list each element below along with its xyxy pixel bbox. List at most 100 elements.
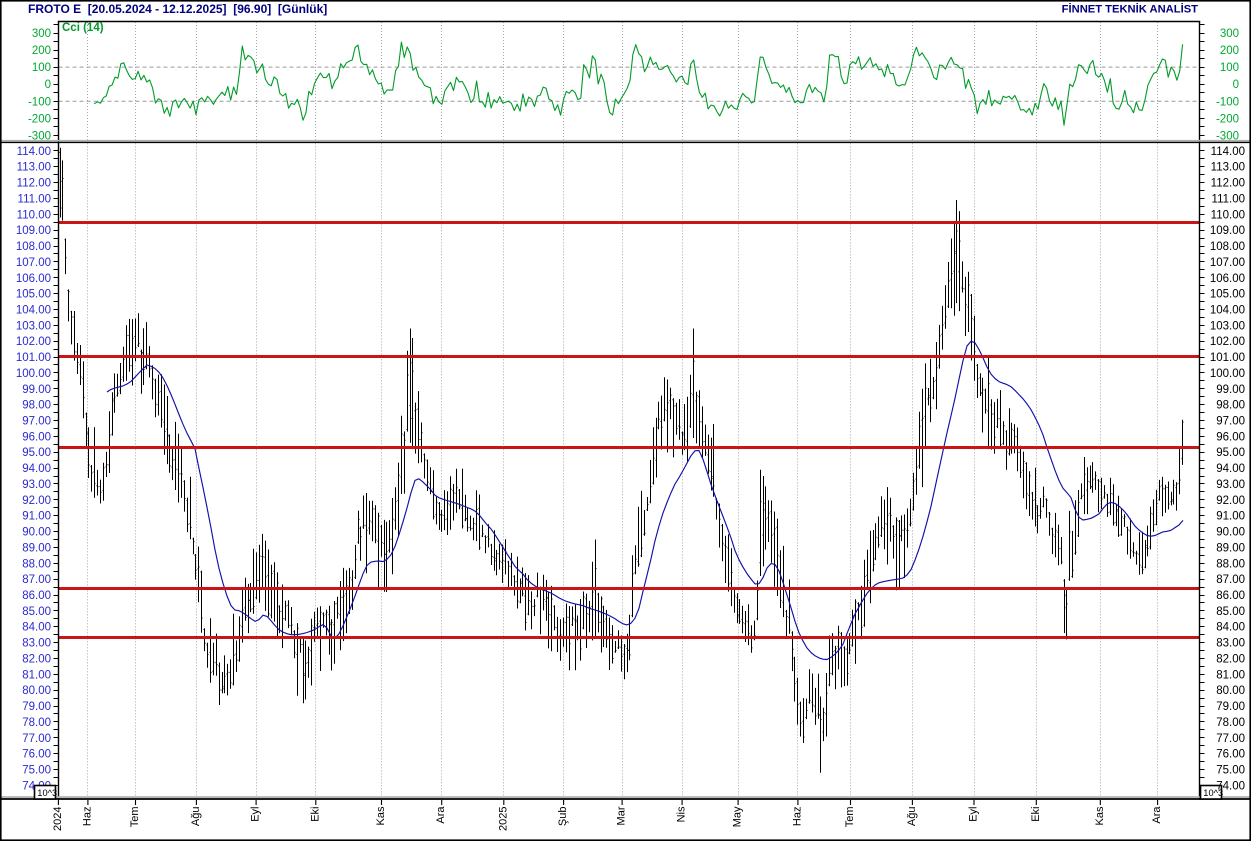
svg-text:89.00: 89.00	[1216, 542, 1245, 554]
svg-text:104.00: 104.00	[16, 305, 51, 317]
svg-text:78.00: 78.00	[22, 717, 51, 729]
svg-text:110.00: 110.00	[17, 209, 51, 221]
svg-text:-100: -100	[1216, 96, 1239, 108]
svg-text:90.00: 90.00	[22, 527, 51, 539]
svg-text:100: 100	[32, 62, 51, 74]
svg-text:114.00: 114.00	[17, 146, 51, 158]
svg-text:95.00: 95.00	[22, 447, 51, 459]
svg-text:Cci (14): Cci (14)	[62, 22, 104, 34]
svg-text:82.00: 82.00	[22, 654, 51, 666]
svg-text:-100: -100	[28, 96, 51, 108]
svg-text:Tem: Tem	[129, 807, 141, 828]
svg-text:Şub: Şub	[557, 807, 569, 827]
svg-text:111.00: 111.00	[18, 193, 51, 205]
svg-text:91.00: 91.00	[1216, 511, 1245, 523]
svg-text:Ağu: Ağu	[906, 807, 918, 827]
svg-text:107.00: 107.00	[16, 257, 51, 269]
svg-text:101.00: 101.00	[1210, 352, 1245, 364]
svg-text:106.00: 106.00	[1210, 273, 1245, 285]
svg-text:84.00: 84.00	[22, 622, 51, 634]
svg-text:102.00: 102.00	[1210, 336, 1245, 348]
svg-text:-200: -200	[28, 113, 51, 125]
svg-text:100.00: 100.00	[1210, 368, 1245, 380]
svg-text:80.00: 80.00	[22, 685, 51, 697]
svg-text:200: 200	[1220, 45, 1239, 57]
svg-text:101.00: 101.00	[16, 352, 51, 364]
svg-text:86.00: 86.00	[22, 590, 51, 602]
svg-text:85.00: 85.00	[1216, 606, 1245, 618]
svg-text:77.00: 77.00	[22, 733, 51, 745]
svg-text:98.00: 98.00	[1216, 400, 1245, 412]
svg-text:114.00: 114.00	[1211, 146, 1245, 158]
svg-text:82.00: 82.00	[1216, 654, 1245, 666]
svg-text:84.00: 84.00	[1216, 622, 1245, 634]
svg-text:95.00: 95.00	[1216, 447, 1245, 459]
svg-text:76.00: 76.00	[22, 749, 51, 761]
svg-text:Kas: Kas	[1094, 806, 1106, 825]
svg-text:Eki: Eki	[1030, 807, 1042, 822]
svg-text:87.00: 87.00	[22, 574, 51, 586]
svg-text:110.00: 110.00	[1211, 209, 1245, 221]
svg-text:Eyl: Eyl	[968, 807, 980, 822]
svg-text:81.00: 81.00	[22, 669, 51, 681]
svg-text:FROTO E [20.05.2024 - 12.12.2: FROTO E [20.05.2024 - 12.12.2025] [96.90…	[28, 2, 327, 16]
svg-text:94.00: 94.00	[22, 463, 51, 475]
svg-text:10^3: 10^3	[37, 788, 57, 798]
svg-text:111.00: 111.00	[1212, 193, 1245, 205]
svg-text:Mar: Mar	[616, 806, 628, 825]
svg-text:79.00: 79.00	[1216, 701, 1245, 713]
svg-text:100: 100	[1220, 62, 1239, 74]
svg-text:102.00: 102.00	[16, 336, 51, 348]
svg-text:Nis: Nis	[676, 806, 688, 822]
svg-text:300: 300	[1220, 28, 1239, 40]
svg-text:74.00: 74.00	[1216, 780, 1245, 792]
svg-text:FİNNET TEKNİK ANALİST: FİNNET TEKNİK ANALİST	[1062, 3, 1198, 16]
svg-text:Ağu: Ağu	[190, 807, 202, 827]
svg-text:106.00: 106.00	[16, 273, 51, 285]
svg-text:97.00: 97.00	[1216, 416, 1245, 428]
svg-text:Ara: Ara	[1151, 806, 1163, 824]
svg-text:88.00: 88.00	[1216, 558, 1245, 570]
svg-text:107.00: 107.00	[1210, 257, 1245, 269]
svg-text:Haz: Haz	[791, 807, 803, 827]
svg-text:2024: 2024	[52, 807, 64, 831]
svg-text:100.00: 100.00	[16, 368, 51, 380]
svg-text:78.00: 78.00	[1216, 717, 1245, 729]
svg-text:94.00: 94.00	[1216, 463, 1245, 475]
svg-text:Eki: Eki	[309, 807, 321, 822]
svg-text:112.00: 112.00	[17, 178, 51, 190]
svg-text:81.00: 81.00	[1216, 669, 1245, 681]
svg-text:92.00: 92.00	[22, 495, 51, 507]
svg-text:Kas: Kas	[375, 806, 387, 825]
svg-text:75.00: 75.00	[22, 765, 51, 777]
svg-text:96.00: 96.00	[22, 431, 51, 443]
svg-text:113.00: 113.00	[17, 162, 51, 174]
svg-text:98.00: 98.00	[22, 400, 51, 412]
svg-text:-300: -300	[1216, 130, 1239, 142]
svg-text:Ara: Ara	[435, 806, 447, 824]
svg-text:Tem: Tem	[844, 807, 856, 828]
svg-text:105.00: 105.00	[16, 289, 51, 301]
svg-text:104.00: 104.00	[1210, 305, 1245, 317]
svg-text:90.00: 90.00	[1216, 527, 1245, 539]
svg-text:103.00: 103.00	[16, 320, 51, 332]
svg-text:113.00: 113.00	[1211, 162, 1245, 174]
svg-text:103.00: 103.00	[1210, 320, 1245, 332]
svg-text:108.00: 108.00	[1210, 241, 1245, 253]
svg-text:80.00: 80.00	[1216, 685, 1245, 697]
svg-text:97.00: 97.00	[22, 416, 51, 428]
svg-text:93.00: 93.00	[1216, 479, 1245, 491]
svg-text:77.00: 77.00	[1216, 733, 1245, 745]
svg-text:0: 0	[1233, 79, 1239, 91]
svg-text:May: May	[732, 806, 744, 827]
svg-text:76.00: 76.00	[1216, 749, 1245, 761]
svg-text:93.00: 93.00	[22, 479, 51, 491]
svg-text:2025: 2025	[497, 807, 509, 831]
svg-text:89.00: 89.00	[22, 542, 51, 554]
svg-text:75.00: 75.00	[1216, 765, 1245, 777]
svg-text:-300: -300	[28, 130, 51, 142]
svg-text:99.00: 99.00	[1216, 384, 1245, 396]
svg-text:-200: -200	[1216, 113, 1239, 125]
svg-text:85.00: 85.00	[22, 606, 51, 618]
svg-text:86.00: 86.00	[1216, 590, 1245, 602]
